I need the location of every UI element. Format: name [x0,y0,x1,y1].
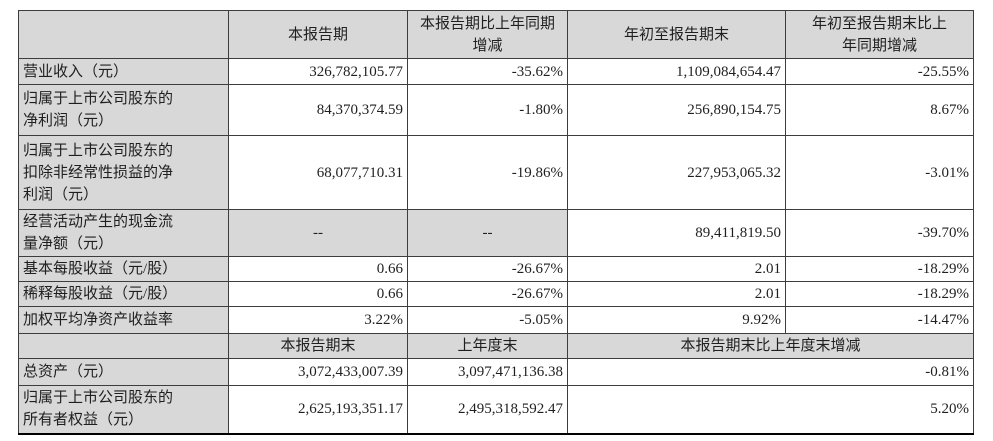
cell-period-end: 2,625,193,351.17 [228,385,408,434]
header-ytd: 年初至报告期末 [567,10,786,59]
cell-yoy-change: -19.86% [407,135,568,210]
row-net-profit: 归属于上市公司股东的 净利润（元） 84,370,374.59 -1.80% 2… [18,84,974,136]
cell-current-period: 68,077,710.31 [228,135,408,210]
row-label: 营业收入（元） [18,58,229,85]
cell-ytd: 89,411,819.50 [567,209,786,257]
row-label: 稀释每股收益（元/股） [18,281,229,307]
row-label: 基本每股收益（元/股） [18,256,229,282]
cell-current-period: 0.66 [228,281,408,307]
cell-ytd: 256,890,154.75 [567,84,786,136]
cell-current-period: 326,782,105.77 [228,58,408,85]
cell-ytd-yoy-change: 8.67% [785,84,974,136]
cell-ytd: 2.01 [567,281,786,307]
row-label: 总资产（元） [18,358,229,386]
row-operating-cash-flow: 经营活动产生的现金流 量净额（元） -- -- 89,411,819.50 -3… [18,209,974,257]
row-basic-eps: 基本每股收益（元/股） 0.66 -26.67% 2.01 -18.29% [18,256,974,282]
cell-ytd-yoy-change: -18.29% [785,256,974,282]
cell-ytd: 227,953,065.32 [567,135,786,210]
cell-prior-year-end: 3,097,471,136.38 [407,358,568,386]
row-label: 归属于上市公司股东的 净利润（元） [18,84,229,136]
cell-yoy-change: -35.62% [407,58,568,85]
cell-yoy-change: -5.05% [407,306,568,334]
cell-current-period: 0.66 [228,256,408,282]
header-empty-cell [18,333,229,359]
cell-current-period: 3.22% [228,306,408,334]
header-ytd-yoy-change: 年初至报告期末比上 年同期增减 [785,10,974,59]
row-revenue: 营业收入（元） 326,782,105.77 -35.62% 1,109,084… [18,58,974,85]
header-period-end: 本报告期末 [228,333,408,359]
row-label: 经营活动产生的现金流 量净额（元） [18,209,229,257]
cell-yoy-change: -- [407,209,568,257]
header-prior-year-end: 上年度末 [407,333,568,359]
cell-ytd-yoy-change: -18.29% [785,281,974,307]
cell-ytd-yoy-change: -14.47% [785,306,974,334]
row-label: 归属于上市公司股东的 所有者权益（元） [18,385,229,434]
cell-yoy-change: -1.80% [407,84,568,136]
cell-ytd: 1,109,084,654.47 [567,58,786,85]
row-total-assets: 总资产（元） 3,072,433,007.39 3,097,471,136.38… [18,358,974,386]
cell-ytd-yoy-change: -39.70% [785,209,974,257]
cell-ytd: 2.01 [567,256,786,282]
row-label: 归属于上市公司股东的 扣除非经常性损益的净 利润（元） [18,135,229,210]
cell-current-period: 84,370,374.59 [228,84,408,136]
cell-yoy-change: -26.67% [407,281,568,307]
row-net-profit-deducted: 归属于上市公司股东的 扣除非经常性损益的净 利润（元） 68,077,710.3… [18,135,974,210]
financial-summary-table: 本报告期 本报告期比上年同期 增减 年初至报告期末 年初至报告期末比上 年同期增… [18,10,974,435]
cell-ytd-yoy-change: -25.55% [785,58,974,85]
header-row-period-end: 本报告期末 上年度末 本报告期末比上年度末增减 [18,333,974,359]
cell-prior-year-end: 2,495,318,592.47 [407,385,568,434]
cell-change-vs-prior-year-end: -0.81% [567,358,974,386]
cell-change-vs-prior-year-end: 5.20% [567,385,974,434]
header-yoy-change: 本报告期比上年同期 增减 [407,10,568,59]
cell-period-end: 3,072,433,007.39 [228,358,408,386]
cell-ytd-yoy-change: -3.01% [785,135,974,210]
header-row-period: 本报告期 本报告期比上年同期 增减 年初至报告期末 年初至报告期末比上 年同期增… [18,10,974,59]
header-empty-cell [18,10,229,59]
header-change-vs-prior-year-end: 本报告期末比上年度末增减 [567,333,974,359]
cell-ytd: 9.92% [567,306,786,334]
row-label: 加权平均净资产收益率 [18,306,229,334]
document-page: 本报告期 本报告期比上年同期 增减 年初至报告期末 年初至报告期末比上 年同期增… [18,10,974,435]
row-diluted-eps: 稀释每股收益（元/股） 0.66 -26.67% 2.01 -18.29% [18,281,974,307]
cell-yoy-change: -26.67% [407,256,568,282]
cell-current-period: -- [228,209,408,257]
row-weighted-avg-roe: 加权平均净资产收益率 3.22% -5.05% 9.92% -14.47% [18,306,974,334]
header-current-period: 本报告期 [228,10,408,59]
row-owners-equity: 归属于上市公司股东的 所有者权益（元） 2,625,193,351.17 2,4… [18,385,974,434]
